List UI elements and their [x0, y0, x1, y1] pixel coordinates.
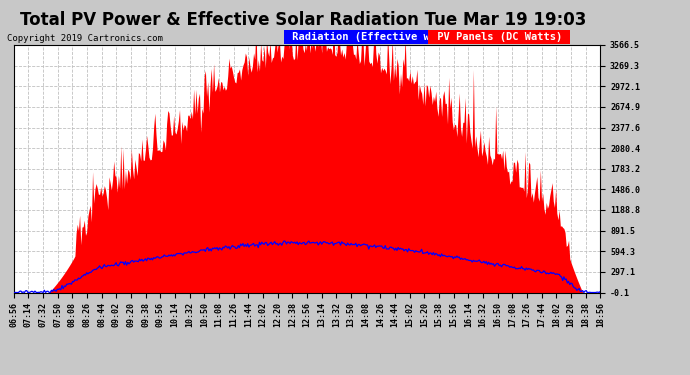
- Text: Radiation (Effective w/m2): Radiation (Effective w/m2): [286, 32, 462, 42]
- Text: Total PV Power & Effective Solar Radiation Tue Mar 19 19:03: Total PV Power & Effective Solar Radiati…: [21, 11, 586, 29]
- Text: PV Panels (DC Watts): PV Panels (DC Watts): [431, 32, 568, 42]
- Text: Copyright 2019 Cartronics.com: Copyright 2019 Cartronics.com: [7, 34, 163, 43]
